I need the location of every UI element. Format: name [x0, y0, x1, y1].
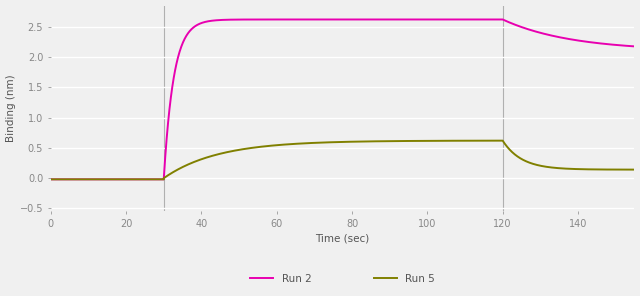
Legend: Run 2, Run 5: Run 2, Run 5 — [250, 274, 435, 284]
Run 5 — [484, 139, 492, 142]
Run 2 — [47, 178, 54, 181]
Run 2 — [630, 44, 637, 48]
Run 2 — [630, 45, 638, 48]
Run 5 — [47, 178, 54, 181]
Run 5 — [438, 139, 446, 143]
Run 2 — [599, 42, 607, 46]
Run 2 — [484, 18, 492, 21]
Run 2 — [576, 39, 584, 43]
Run 5 — [576, 167, 584, 171]
Line: Run 5: Run 5 — [51, 141, 634, 179]
Run 5 — [499, 139, 506, 142]
Run 5 — [191, 160, 198, 163]
X-axis label: Time (sec): Time (sec) — [316, 233, 370, 243]
Run 2 — [191, 25, 198, 28]
Y-axis label: Binding (nm): Binding (nm) — [6, 75, 15, 142]
Run 2 — [498, 18, 506, 21]
Run 2 — [438, 18, 446, 21]
Run 5 — [630, 168, 638, 171]
Line: Run 2: Run 2 — [51, 20, 634, 179]
Run 5 — [630, 168, 637, 171]
Run 5 — [599, 168, 607, 171]
